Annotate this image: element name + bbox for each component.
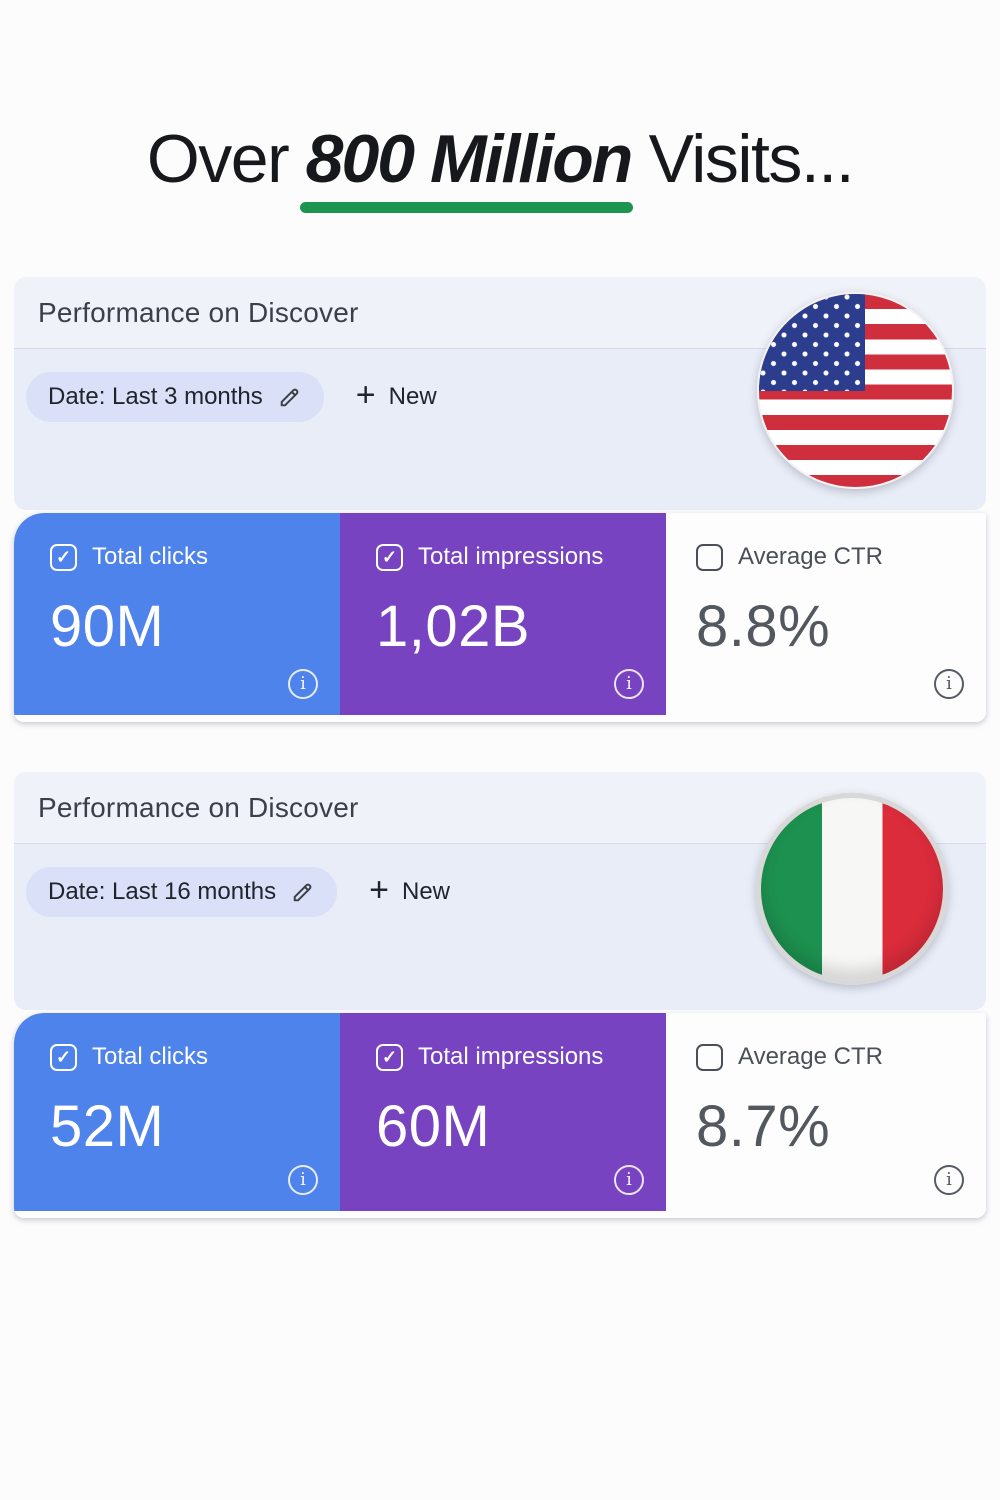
metrics-row-us: ✓ Total clicks 90M i ✓ Total impressions… — [14, 513, 986, 722]
metric-label: Total clicks — [92, 543, 209, 570]
metric-card-average-ctr[interactable]: Average CTR 8.7% i — [666, 1013, 986, 1211]
metric-label: Total clicks — [92, 1043, 209, 1070]
metric-card-total-clicks[interactable]: ✓ Total clicks 90M i — [14, 513, 340, 715]
title-prefix: Over — [146, 120, 306, 197]
date-filter-chip[interactable]: Date: Last 16 months — [26, 867, 338, 917]
metrics-row-italy: ✓ Total clicks 52M i ✓ Total impressions… — [14, 1013, 986, 1218]
checkbox-checked-icon[interactable]: ✓ — [50, 1043, 77, 1071]
performance-panel-us: Performance on Discover Date: Last 3 mon… — [14, 277, 986, 510]
plus-icon: + — [355, 376, 376, 414]
metric-label-row: ✓ Total clicks — [50, 543, 340, 571]
italy-flag — [756, 793, 948, 985]
info-icon[interactable]: i — [614, 669, 644, 699]
metric-value: 90M — [50, 594, 165, 659]
date-filter-chip[interactable]: Date: Last 3 months — [26, 372, 324, 422]
metric-label: Total impressions — [418, 1043, 604, 1070]
metric-label-row: ✓ Total impressions — [376, 543, 666, 571]
title-suffix: Visits... — [631, 120, 855, 197]
us-flag-canton — [759, 294, 866, 391]
title-highlight: 800 Million — [299, 121, 634, 213]
pencil-icon[interactable] — [277, 385, 302, 410]
metric-card-average-ctr[interactable]: Average CTR 8.8% i — [666, 513, 986, 715]
metric-value: 52M — [50, 1094, 165, 1159]
metric-value: 8.8% — [696, 594, 831, 659]
date-filter-label: Date: Last 16 months — [48, 878, 277, 905]
us-flag — [757, 292, 954, 489]
new-filter-button[interactable]: + New — [361, 867, 458, 917]
metric-label: Average CTR — [738, 543, 883, 570]
checkbox-unchecked-icon[interactable] — [696, 1043, 723, 1071]
metric-label: Total impressions — [418, 543, 604, 570]
green-underline-decoration — [299, 201, 634, 213]
metric-label-row: Average CTR — [696, 1043, 986, 1071]
panel-title: Performance on Discover — [38, 296, 359, 328]
new-filter-label: New — [402, 878, 451, 905]
checkbox-checked-icon[interactable]: ✓ — [376, 1043, 403, 1071]
metric-value: 8.7% — [696, 1094, 831, 1159]
metric-label-row: ✓ Total impressions — [376, 1043, 666, 1071]
performance-panel-italy: Performance on Discover Date: Last 16 mo… — [14, 772, 986, 1010]
metric-card-total-clicks[interactable]: ✓ Total clicks 52M i — [14, 1013, 340, 1211]
info-icon[interactable]: i — [934, 669, 964, 699]
new-filter-label: New — [388, 383, 437, 410]
checkbox-checked-icon[interactable]: ✓ — [50, 543, 77, 571]
info-icon[interactable]: i — [934, 1165, 964, 1195]
page-title: Over 800 Million Visits... — [0, 120, 1000, 213]
checkbox-unchecked-icon[interactable] — [696, 543, 723, 571]
metric-value: 1,02B — [376, 594, 531, 659]
metric-card-total-impressions[interactable]: ✓ Total impressions 1,02B i — [340, 513, 666, 715]
pencil-icon[interactable] — [290, 880, 315, 905]
info-icon[interactable]: i — [614, 1165, 644, 1195]
metric-value: 60M — [376, 1094, 491, 1159]
metric-label-row: Average CTR — [696, 543, 986, 571]
metric-card-total-impressions[interactable]: ✓ Total impressions 60M i — [340, 1013, 666, 1211]
metric-label: Average CTR — [738, 1043, 883, 1070]
filter-bar: Date: Last 3 months + New — [14, 349, 986, 445]
new-filter-button[interactable]: + New — [348, 372, 445, 422]
panel-title: Performance on Discover — [38, 791, 359, 823]
info-icon[interactable]: i — [288, 1165, 318, 1195]
plus-icon: + — [369, 871, 389, 909]
date-filter-label: Date: Last 3 months — [48, 383, 263, 410]
info-icon[interactable]: i — [288, 669, 318, 699]
checkbox-checked-icon[interactable]: ✓ — [376, 543, 403, 571]
filter-bar: Date: Last 16 months + New — [14, 844, 986, 940]
metric-label-row: ✓ Total clicks — [50, 1043, 340, 1071]
